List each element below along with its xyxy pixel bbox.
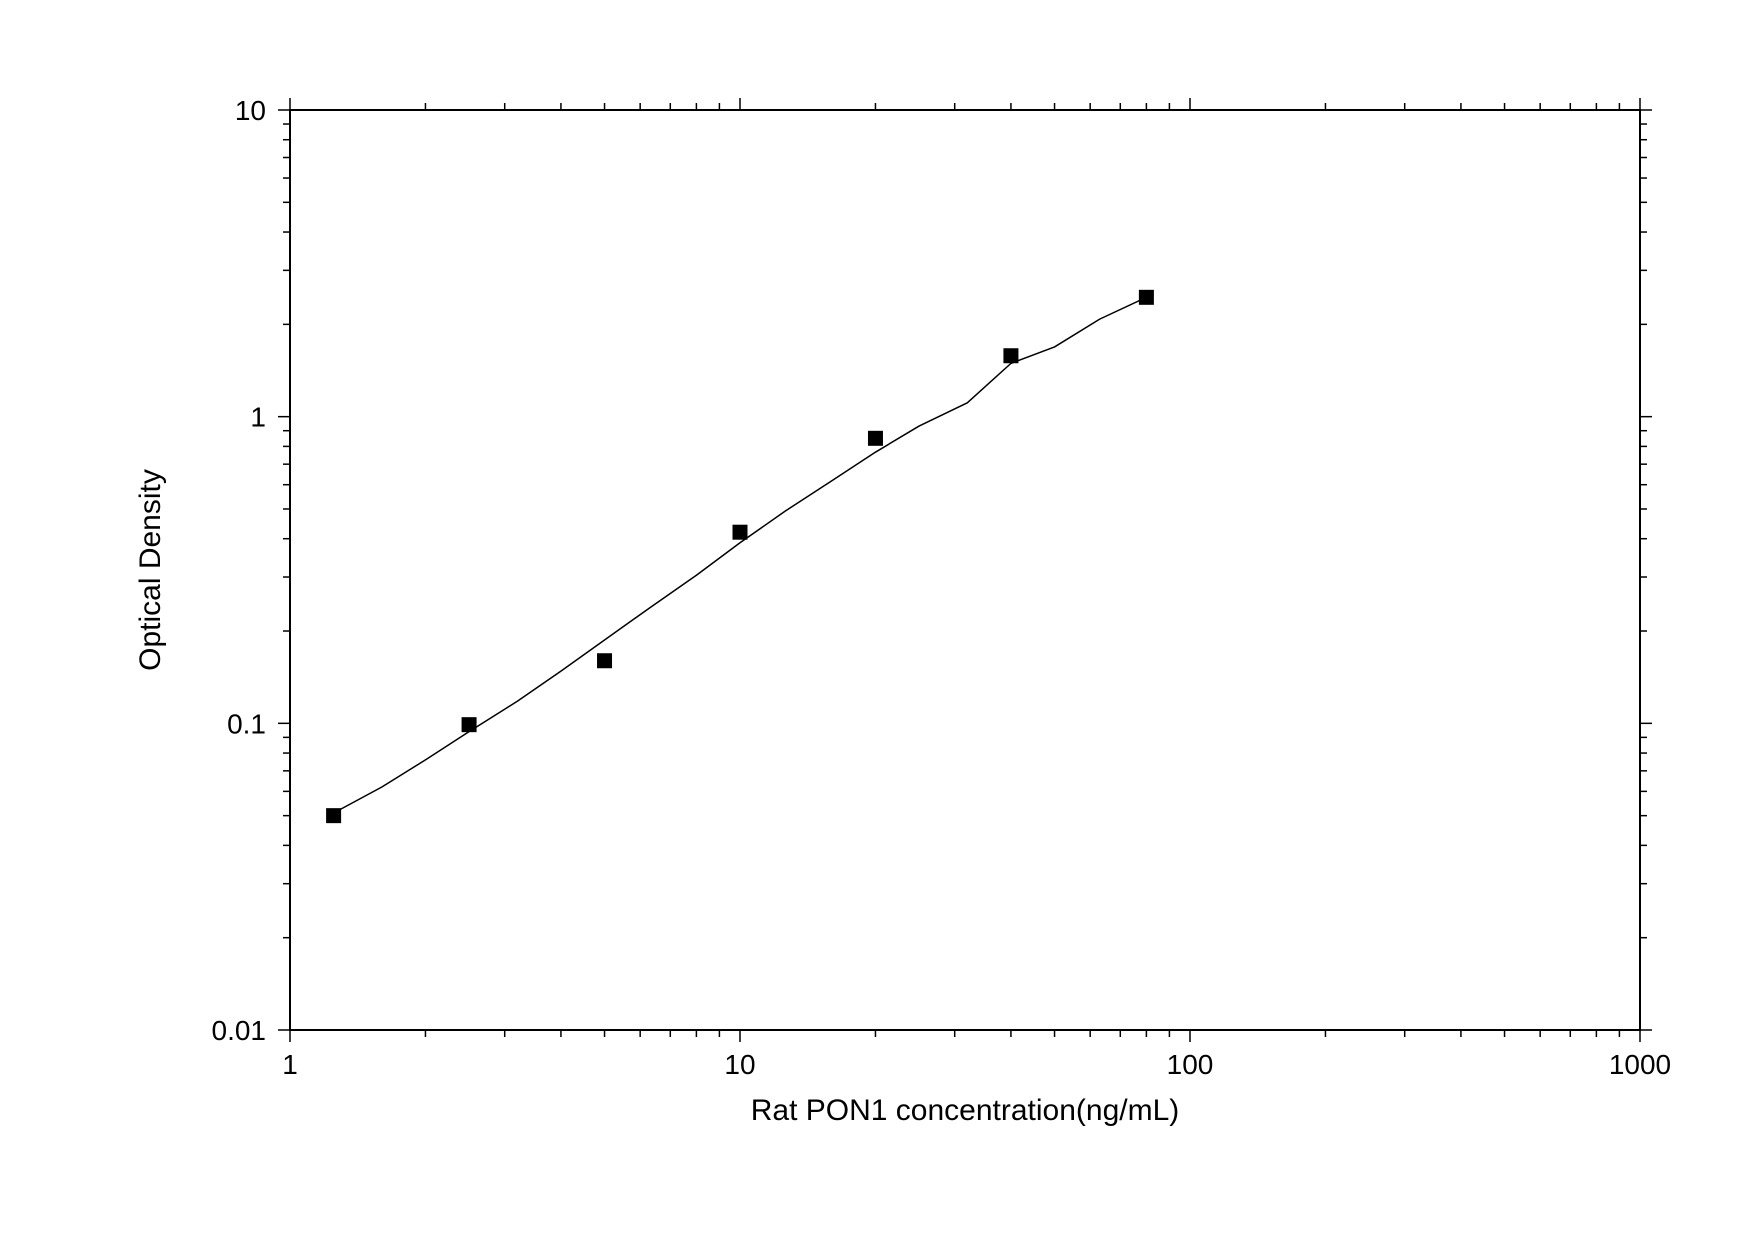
chart-container: 1 10 100 1000 0.01 0.1 1 10 Rat PON1 concentrati…	[0, 0, 1755, 1240]
x-tick-label: 100	[1167, 1049, 1214, 1080]
data-marker	[868, 431, 882, 445]
data-marker	[1004, 349, 1018, 363]
y-tick-label: 10	[235, 95, 266, 126]
y-tick-label: 0.01	[212, 1015, 267, 1046]
data-marker	[598, 654, 612, 668]
y-axis-label: Optical Density	[134, 469, 167, 671]
y-tick-label: 1	[250, 402, 266, 433]
data-marker	[733, 525, 747, 539]
data-marker	[1139, 290, 1153, 304]
x-tick-label: 10	[724, 1049, 755, 1080]
x-tick-label: 1000	[1609, 1049, 1671, 1080]
x-tick-label: 1	[282, 1049, 298, 1080]
data-marker	[327, 809, 341, 823]
plot-frame	[290, 110, 1640, 1030]
x-axis-label: Rat PON1 concentration(ng/mL)	[751, 1094, 1180, 1127]
y-tick-label: 0.1	[227, 708, 266, 739]
data-marker	[462, 718, 476, 732]
fit-curve	[334, 297, 1147, 813]
chart-svg: 1 10 100 1000 0.01 0.1 1 10 Rat PON1 concentrati…	[0, 0, 1755, 1240]
